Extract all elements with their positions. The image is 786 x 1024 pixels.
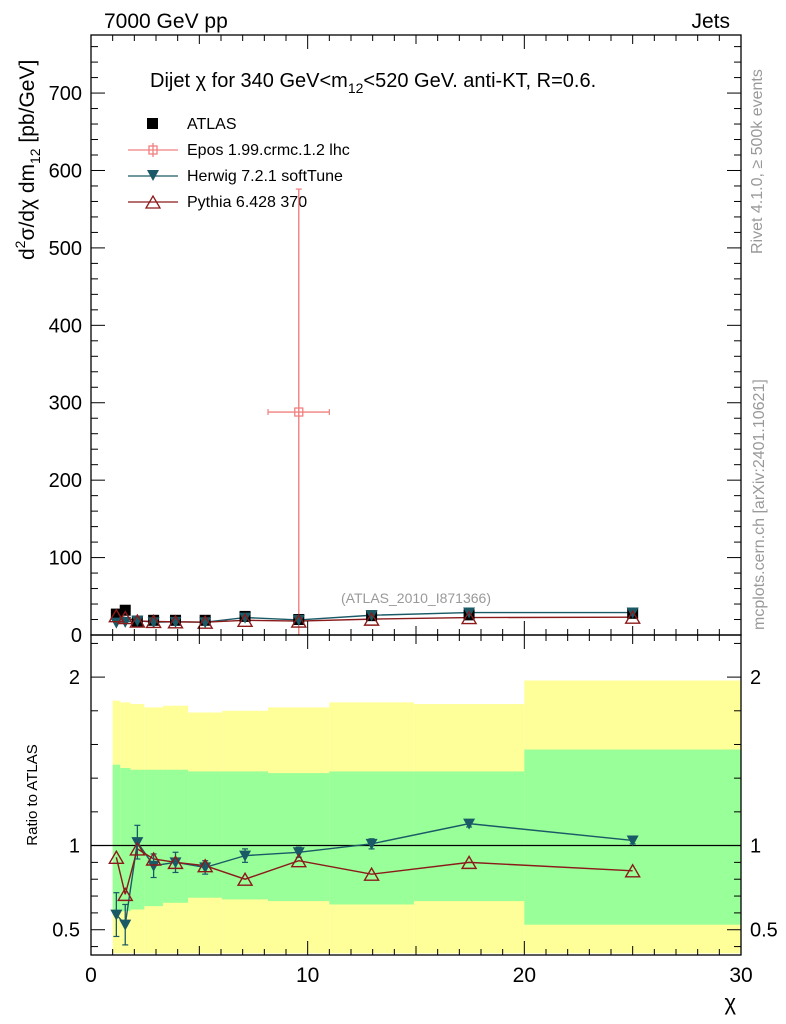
herwig-point xyxy=(292,614,305,626)
legend-label-atlas: ATLAS xyxy=(187,116,237,133)
herwig-ratio-point xyxy=(147,860,160,872)
ratio-y-tick-label-right: 1 xyxy=(750,836,761,858)
ratio-plot-marks xyxy=(91,680,741,954)
pythia-point xyxy=(460,610,478,625)
pythia-point xyxy=(145,614,162,629)
ratio-y-tick-label-right: 2 xyxy=(750,667,761,689)
ratio-y-tick-label: 2 xyxy=(69,667,80,689)
y-tick-label: 200 xyxy=(49,470,82,492)
herwig-ratio-point xyxy=(463,818,476,830)
ylabel-mid: σ/dχ dm xyxy=(16,164,39,241)
atlas-point xyxy=(110,608,122,620)
ylabel-sup: 2 xyxy=(12,240,28,248)
title-chi: χ xyxy=(196,70,207,92)
x-tick-label: 20 xyxy=(513,964,536,987)
ratio-y-tick-label: 1 xyxy=(69,836,80,858)
rivet-label: Rivet 4.1.0, ≥ 500k events xyxy=(749,69,766,254)
uncertainty-band-inner xyxy=(188,771,223,898)
title-sub: 12 xyxy=(348,80,364,96)
x-tick-label: 30 xyxy=(729,964,752,987)
pythia-point xyxy=(167,614,184,629)
herwig-ratio-point xyxy=(239,850,252,862)
legend-label-pythia: Pythia 6.428 370 xyxy=(187,194,307,211)
y-tick-label: 600 xyxy=(49,160,82,182)
y-tick-label: 0 xyxy=(71,625,82,647)
herwig-ratio-point xyxy=(169,857,182,869)
ratio-y-tick-label: 0.5 xyxy=(52,920,80,942)
y-tick-label: 300 xyxy=(49,393,82,415)
main-plot-marks xyxy=(108,188,641,635)
header-right: Jets xyxy=(691,10,730,33)
pythia-ratio-point xyxy=(117,886,134,902)
herwig-ratio-point xyxy=(119,919,132,931)
herwig-point xyxy=(626,607,639,619)
pythia-ratio-point xyxy=(108,849,125,865)
ylabel-unit: [pb/GeV] xyxy=(16,60,39,149)
uncertainty-band-inner xyxy=(120,768,131,912)
pythia-point xyxy=(236,612,254,627)
herwig-ratio-point xyxy=(110,909,123,921)
pythia-point xyxy=(363,611,380,626)
herwig-point xyxy=(365,610,378,622)
legend-marker-herwig xyxy=(147,170,159,181)
legend-marker-pythia xyxy=(144,194,162,209)
x-tick-label: 10 xyxy=(296,964,319,987)
legend-label-epos: Epos 1.99.crmc.1.2 lhc xyxy=(187,142,350,159)
plot-title: Dijet χ for 340 GeV<m12<520 GeV. anti-KT… xyxy=(150,70,596,96)
pythia-ratio-point xyxy=(167,854,184,870)
y-axis-label-main: d2σ/dχ dm12 [pb/GeV] xyxy=(12,60,43,260)
pythia-ratio-point xyxy=(196,858,214,873)
herwig-ratio-point xyxy=(626,835,639,847)
pythia-ratio-point xyxy=(145,851,162,866)
pythia-point xyxy=(624,609,641,624)
title-part-b: for 340 GeV<m xyxy=(206,70,348,92)
title-part-a: Dijet xyxy=(150,70,196,92)
pythia-point xyxy=(117,610,134,625)
pythia-ratio-point xyxy=(624,863,641,878)
mcplots-label: mcplots.cern.ch [arXiv:2401.10621] xyxy=(751,379,768,630)
pythia-ratio-point xyxy=(290,853,308,868)
pythia-point xyxy=(108,608,125,623)
herwig-ratio-point xyxy=(365,838,378,850)
uncertainty-band-inner xyxy=(162,769,189,903)
herwig-point xyxy=(169,616,182,628)
pythia-ratio-point xyxy=(129,841,146,856)
pythia-point xyxy=(290,613,308,628)
legend-marker-atlas xyxy=(147,118,158,129)
pythia-ratio-point xyxy=(236,871,254,886)
herwig-point xyxy=(131,615,144,627)
uncertainty-band-inner xyxy=(144,769,163,907)
uncertainty-band-inner xyxy=(413,771,525,902)
y-tick-label: 100 xyxy=(49,548,82,570)
x-axis-label: χ xyxy=(724,990,736,1015)
herwig-point xyxy=(199,617,212,629)
ratio-y-tick-label-right: 0.5 xyxy=(750,920,778,942)
x-tick-label: 0 xyxy=(85,964,97,987)
herwig-ratio-point xyxy=(292,847,305,859)
title-part-c: <520 GeV. anti-KT, R=0.6. xyxy=(363,70,596,92)
epos-point xyxy=(294,407,304,417)
legend-marker-epos xyxy=(148,145,158,155)
y-axis-label-ratio: Ratio to ATLAS xyxy=(24,744,41,845)
y-tick-label: 700 xyxy=(49,83,82,105)
uncertainty-band-inner xyxy=(222,771,269,900)
y-tick-label: 400 xyxy=(49,315,82,337)
herwig-point xyxy=(239,612,252,624)
ylabel-sub: 12 xyxy=(27,148,43,164)
header-left: 7000 GeV pp xyxy=(104,10,228,33)
pythia-ratio-point xyxy=(363,866,380,881)
herwig-point xyxy=(463,607,476,619)
pythia-point xyxy=(129,613,146,628)
pythia-ratio-point xyxy=(460,854,478,870)
legend: ATLAS Epos 1.99.crmc.1.2 lhc Herwig 7.2.… xyxy=(128,116,350,211)
uncertainty-band-inner xyxy=(268,773,330,902)
ylabel-d: d xyxy=(16,248,39,260)
analysis-watermark: (ATLAS_2010_I871366) xyxy=(341,590,491,606)
pythia-point xyxy=(196,614,214,629)
legend-label-herwig: Herwig 7.2.1 softTune xyxy=(187,168,343,185)
uncertainty-band-inner xyxy=(112,764,121,915)
y-tick-label: 500 xyxy=(49,238,82,260)
